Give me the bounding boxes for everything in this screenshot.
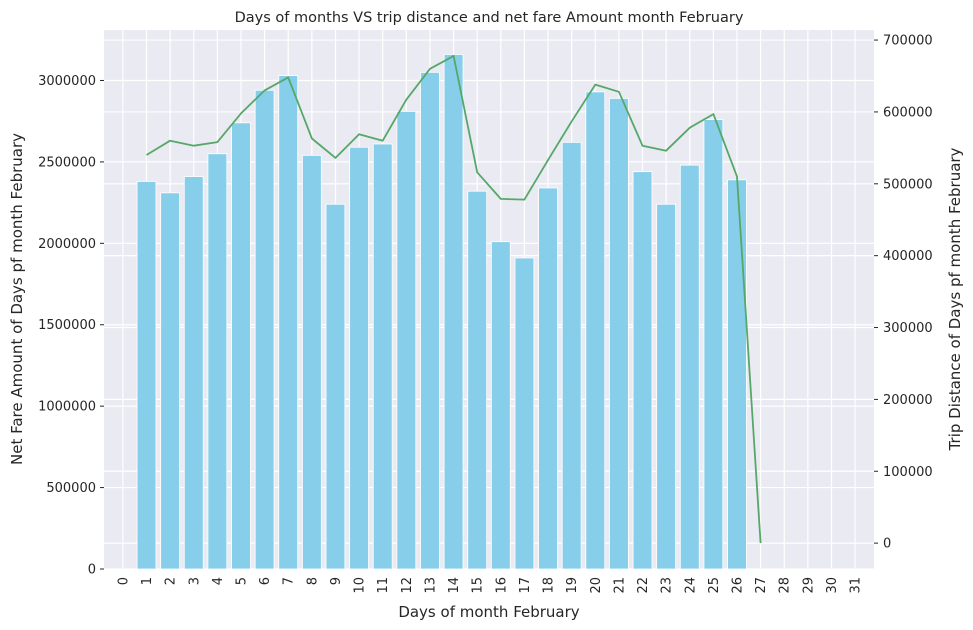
bar-day-4 xyxy=(207,153,228,570)
bar-day-22 xyxy=(632,171,653,570)
x-tick-label: 9 xyxy=(329,577,344,585)
x-tick-label: 21 xyxy=(612,577,627,594)
y-left-tick-label: 2500000 xyxy=(38,155,96,170)
bar-day-12 xyxy=(396,111,417,570)
x-tick-label: 30 xyxy=(825,577,840,594)
x-tick-label: 5 xyxy=(234,577,249,585)
x-tick-label: 27 xyxy=(754,577,769,594)
y-left-tick-label: 0 xyxy=(88,563,96,578)
x-tick-label: 15 xyxy=(471,577,486,594)
y-right-tick-label: 400000 xyxy=(883,249,933,264)
trip-distance-line xyxy=(146,55,762,544)
bar-day-17 xyxy=(514,257,535,570)
y-left-tick-label: 3000000 xyxy=(38,74,96,89)
bar-day-9 xyxy=(325,203,346,570)
y-right-tick-label: 600000 xyxy=(883,105,933,120)
bar-day-8 xyxy=(302,154,322,570)
x-tick-label: 19 xyxy=(565,577,580,594)
x-tick-label: 8 xyxy=(305,577,320,585)
x-axis-label: Days of month February xyxy=(398,603,579,621)
y-left-tick-labels: 0 500000 1000000 1500000 2000000 2500000 30000… xyxy=(38,74,104,578)
bar-day-23 xyxy=(656,203,676,570)
y-right-tick-label: 200000 xyxy=(883,393,933,408)
x-tick-labels: 0 1 2 3 4 5 6 7 8 9 10 11 12 13 14 15 16 17 18 19 20 21 22 23 24… xyxy=(116,577,863,594)
y-left-axis-label: Net Fare Amount of Days pf month Februar… xyxy=(8,133,26,465)
bar-day-5 xyxy=(231,122,251,570)
chart-title: Days of months VS trip distance and net … xyxy=(235,10,744,26)
x-tick-label: 23 xyxy=(660,577,675,594)
bar-day-11 xyxy=(372,143,393,570)
bar-day-13 xyxy=(420,71,440,570)
bar-day-15 xyxy=(467,190,488,570)
x-tick-label: 24 xyxy=(683,577,698,594)
x-tick-label: 6 xyxy=(258,577,273,585)
bar-day-2 xyxy=(160,192,180,570)
x-tick-label: 0 xyxy=(116,577,131,585)
y-right-axis-label: Trip Distance of Days pf month February xyxy=(946,147,964,451)
x-tick-label: 20 xyxy=(589,577,604,594)
x-tick-label: 14 xyxy=(447,577,462,594)
x-tick-label: 12 xyxy=(400,577,415,594)
x-tick-label: 2 xyxy=(164,577,179,585)
x-tick-label: 16 xyxy=(494,577,509,594)
y-right-tick-label: 500000 xyxy=(883,177,933,192)
bar-day-21 xyxy=(609,97,629,570)
x-tick-label: 26 xyxy=(731,577,746,594)
bar-day-20 xyxy=(585,91,606,570)
bar-day-7 xyxy=(278,75,299,570)
y-right-tick-label: 700000 xyxy=(883,34,933,49)
y-left-tick-label: 1500000 xyxy=(38,318,96,333)
y-right-tick-label: 100000 xyxy=(883,465,933,480)
y-left-tick-label: 1000000 xyxy=(38,400,96,415)
bar-day-3 xyxy=(183,176,204,570)
x-tick-label: 29 xyxy=(801,577,816,594)
bar-day-10 xyxy=(349,146,369,570)
bar-day-18 xyxy=(538,187,558,570)
y-left-tick-label: 2000000 xyxy=(38,237,96,252)
x-tick-label: 1 xyxy=(140,577,155,585)
bar-day-1 xyxy=(136,181,157,570)
bar-day-16 xyxy=(490,241,511,570)
x-tick-label: 3 xyxy=(187,577,202,585)
x-tick-label: 11 xyxy=(376,577,391,594)
y-left-tick-label: 500000 xyxy=(46,481,96,496)
x-tick-label: 13 xyxy=(423,577,438,594)
bar-day-25 xyxy=(703,119,724,570)
x-tick-label: 10 xyxy=(353,577,368,594)
bar-day-6 xyxy=(254,89,275,570)
y-right-tick-label: 0 xyxy=(883,537,891,552)
x-tick-label: 22 xyxy=(636,577,651,594)
x-tick-label: 4 xyxy=(211,577,226,585)
bar-series xyxy=(136,54,747,570)
bar-day-26 xyxy=(727,179,747,570)
bar-day-14 xyxy=(443,54,464,570)
bar-day-19 xyxy=(561,141,582,570)
x-tick-label: 17 xyxy=(518,577,533,594)
x-tick-label: 18 xyxy=(542,577,557,594)
y-right-tick-label: 300000 xyxy=(883,321,933,336)
x-tick-label: 31 xyxy=(849,577,864,594)
x-tick-label: 28 xyxy=(778,577,793,594)
y-right-tick-labels: 0 100000 200000 300000 400000 500000 600000 700… xyxy=(874,34,933,552)
x-tick-label: 25 xyxy=(707,577,722,594)
x-tick-label: 7 xyxy=(282,577,297,585)
bar-day-24 xyxy=(679,164,700,570)
